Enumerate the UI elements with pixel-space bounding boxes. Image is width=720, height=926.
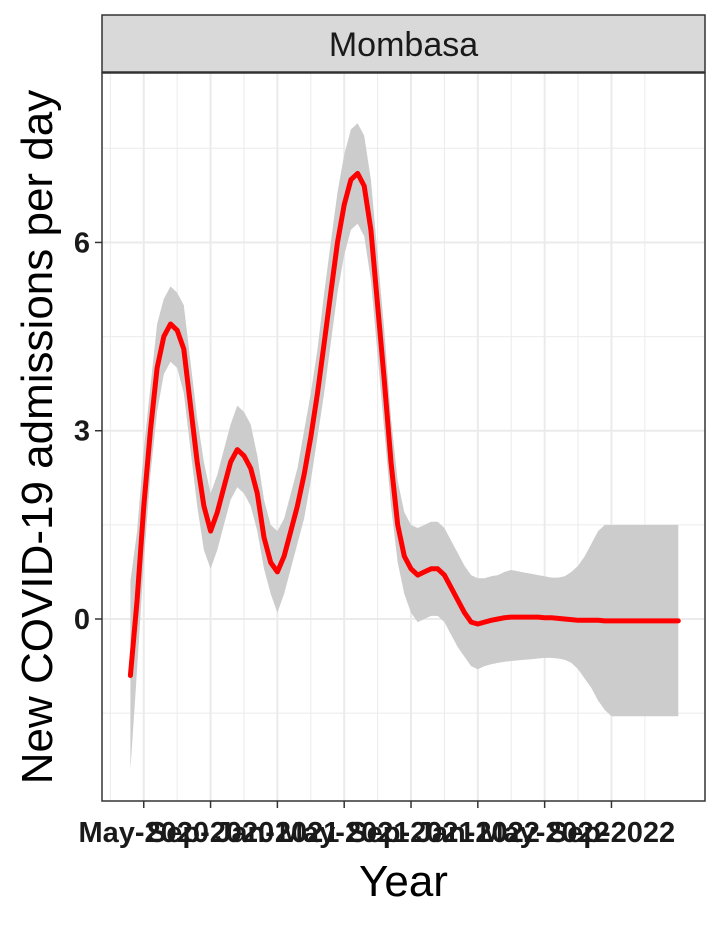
- x-tick-label: Jan-2022: [416, 817, 540, 849]
- x-tick-label: Sep-2021: [347, 817, 474, 849]
- x-tick-label: May-2021: [279, 817, 410, 849]
- confidence-band: [130, 123, 679, 770]
- x-tick-label: Jan-2021: [215, 817, 339, 849]
- x-tick-label: May-2022: [479, 817, 610, 849]
- panel-border: [101, 72, 706, 802]
- x-tick-label: Sep-2022: [548, 817, 675, 849]
- x-tick-label: May-2020: [78, 817, 209, 849]
- x-axis-title: Year: [359, 857, 448, 906]
- y-tick-label: 6: [74, 227, 90, 259]
- y-axis-title: New COVID-19 admissions per day: [13, 90, 62, 784]
- y-axis: 0 3 6: [74, 227, 102, 636]
- fitted-line: [127, 170, 681, 678]
- x-tick-label: Sep-2020: [147, 817, 274, 849]
- y-tick-label: 0: [74, 604, 90, 636]
- facet-strip: [101, 14, 706, 73]
- y-tick-label: 3: [74, 416, 90, 448]
- facet-title: Mombasa: [329, 26, 478, 64]
- x-axis: May-2020Sep-2020Jan-2021May-2021Sep-2021…: [78, 801, 675, 849]
